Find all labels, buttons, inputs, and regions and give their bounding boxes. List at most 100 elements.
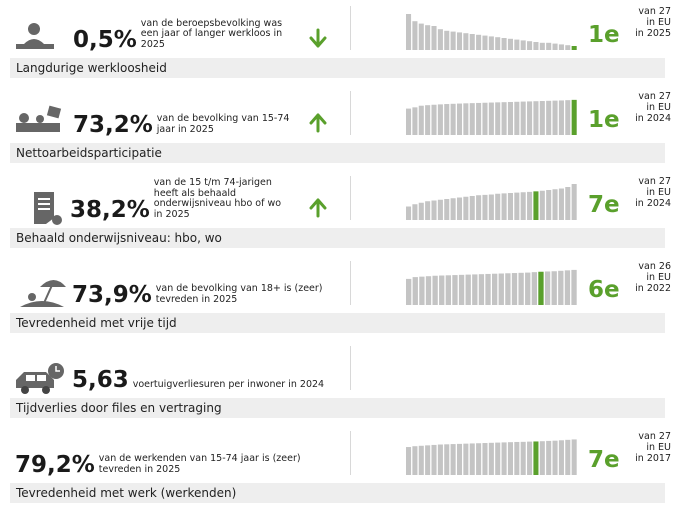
arrow-path [309, 28, 327, 48]
bar [501, 193, 507, 220]
bar [456, 197, 463, 220]
bar [495, 442, 501, 475]
indicator-value: 73,2% [73, 112, 153, 138]
bar [533, 101, 539, 135]
bar [472, 274, 478, 305]
bar [546, 100, 552, 135]
bar [463, 196, 469, 220]
context-line: in EU [646, 272, 671, 283]
indicator-main: 79,2% van de werkenden van 15-74 jaar is … [15, 425, 301, 477]
bar [564, 270, 571, 305]
bar [444, 30, 450, 50]
bar [514, 101, 520, 135]
bar [418, 445, 424, 475]
indicator-main: 38,2% van de 15 t/m 74-jarigen heeft als b… [70, 170, 281, 222]
divider [350, 176, 351, 220]
bar [527, 441, 533, 475]
icon-car-clock [16, 363, 64, 394]
context-line: in 2024 [635, 198, 671, 209]
description-line: onderwijsniveau hbo of wo [153, 198, 282, 209]
bar [488, 194, 494, 220]
bar [418, 105, 424, 135]
bar [431, 104, 437, 135]
context-line: in EU [646, 442, 671, 453]
bar [437, 199, 443, 220]
bar [571, 439, 577, 475]
bar [458, 274, 465, 305]
description-line: een jaar of langer werkloos in [140, 28, 283, 39]
indicator-description: voertuigverliesuren per inwoner in 2024 [133, 379, 324, 393]
indicator-row: 0,5% van de beroepsbevolking was een jaar … [0, 0, 675, 85]
indicator-value: 38,2% [70, 197, 150, 223]
bar [482, 194, 488, 220]
rank: 7e [588, 447, 620, 473]
bar [406, 278, 412, 305]
icon-workers [16, 105, 62, 132]
bar [558, 44, 564, 50]
bar [527, 191, 533, 220]
bar [495, 37, 501, 50]
context-line: in 2025 [635, 28, 671, 39]
bar [456, 443, 463, 475]
bar [469, 103, 475, 135]
bar [507, 193, 513, 220]
indicator-description: van de bevolking van 18+ is (zeer) tevred… [155, 283, 323, 307]
indicator-main: 73,2% van de bevolking van 15-74 jaar in 2… [73, 85, 289, 137]
description-line: jaar in 2025 [156, 123, 214, 135]
indicator-row: 79,2% van de werkenden van 15-74 jaar is … [0, 425, 675, 510]
description-line: tevreden in 2025 [98, 463, 181, 475]
bar [531, 272, 538, 305]
ranking-chart [406, 184, 577, 220]
bar [406, 206, 412, 220]
bar [558, 440, 564, 475]
bar [507, 101, 513, 135]
description-line: heeft als behaald [153, 187, 237, 199]
bar [565, 187, 571, 220]
trend-arrow [309, 113, 327, 133]
indicator-main: 0,5% van de beroepsbevolking was een jaar … [73, 0, 282, 52]
bar [544, 271, 551, 305]
indicator-label: Tevredenheid met vrije tijd [10, 313, 665, 333]
bar [558, 270, 564, 305]
bar [432, 275, 438, 305]
bar [418, 23, 424, 50]
indicator-row: 73,2% van de bevolking van 15-74 jaar in 2… [0, 85, 675, 170]
rank-context: van 27 in EU in 2024 [635, 91, 671, 124]
description-line: tevreden in 2025 [155, 293, 238, 305]
bar [425, 105, 431, 135]
bar [412, 204, 418, 220]
bar [463, 443, 469, 475]
description-line: 2025 [140, 38, 165, 50]
rank-context: van 26 in EU in 2022 [635, 261, 671, 294]
divider [350, 261, 351, 305]
bar [482, 443, 488, 475]
bar [488, 36, 494, 50]
context-line: van 26 [638, 261, 671, 272]
indicator-label: Tevredenheid met werk (werkenden) [10, 483, 665, 503]
context-line: in 2017 [635, 453, 671, 464]
bar [418, 202, 424, 220]
bar [450, 198, 456, 220]
icon-diploma [34, 192, 62, 225]
bar [476, 443, 482, 475]
indicator-description: van de werkenden van 15-74 jaar is (zeer… [98, 453, 301, 477]
bar [520, 192, 526, 220]
rank-context: van 27 in EU in 2024 [635, 176, 671, 209]
bar [488, 102, 494, 135]
description-line: van de beroepsbevolking was [140, 17, 283, 29]
bar [456, 32, 463, 50]
description-line: in 2025 [153, 208, 190, 220]
bar [565, 45, 571, 50]
bar [571, 269, 577, 305]
bar [495, 102, 501, 135]
bar [469, 34, 475, 50]
bar [465, 274, 471, 305]
bar [412, 21, 418, 50]
bar [546, 42, 552, 50]
bar [450, 31, 456, 50]
icon-person-desk [16, 23, 54, 49]
bar [539, 101, 545, 135]
bar [419, 276, 425, 305]
bar [412, 107, 418, 135]
